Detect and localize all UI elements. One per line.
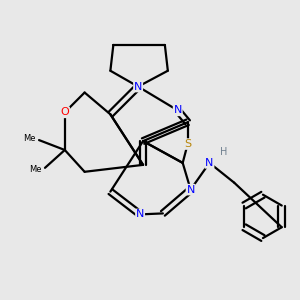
Text: Me: Me (29, 165, 42, 174)
Text: N: N (134, 82, 142, 92)
Text: H: H (220, 147, 227, 157)
Text: O: O (60, 107, 69, 117)
Text: N: N (136, 209, 144, 219)
Text: Me: Me (24, 134, 36, 143)
Text: N: N (174, 105, 182, 116)
Text: N: N (205, 158, 214, 168)
Text: S: S (184, 139, 191, 149)
Text: N: N (186, 184, 195, 195)
